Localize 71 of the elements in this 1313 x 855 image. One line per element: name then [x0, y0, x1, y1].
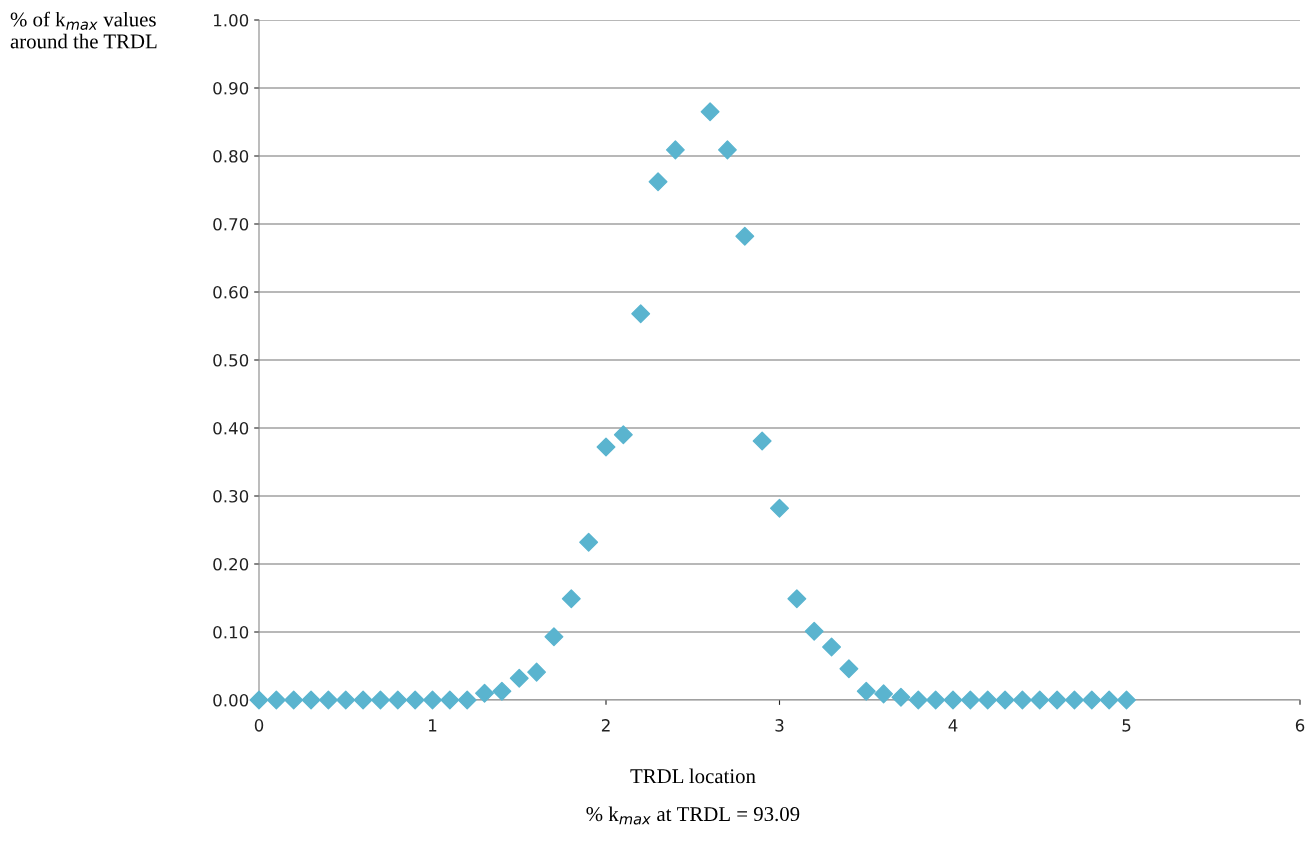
- point: [631, 304, 651, 324]
- y-tick-label: 1.00: [214, 13, 249, 27]
- point: [960, 690, 980, 710]
- point: [700, 102, 720, 122]
- point: [336, 690, 356, 710]
- x-tick-label: 6: [1295, 719, 1305, 732]
- point: [891, 687, 911, 707]
- point: [735, 226, 755, 246]
- point: [804, 621, 824, 641]
- x-tick-label: 1: [429, 719, 437, 732]
- point: [908, 690, 928, 710]
- y-tick-label: 0.50: [213, 353, 249, 367]
- point: [613, 425, 633, 445]
- point: [770, 498, 789, 518]
- y-tick-label: 0.10: [213, 625, 249, 639]
- point: [527, 662, 547, 682]
- point: [370, 690, 390, 710]
- point: [544, 627, 564, 647]
- point: [787, 589, 807, 609]
- point: [301, 690, 321, 710]
- y-tick-label: 0.80: [213, 149, 249, 163]
- x-axis-title: TRDL location: [630, 768, 756, 784]
- x-tick-label: 2: [601, 719, 610, 732]
- x-tick-label: 0: [254, 719, 264, 732]
- text: % k$_{max}$ at TRDL = 93.09: [586, 806, 800, 825]
- point: [388, 690, 408, 710]
- point: [839, 659, 859, 679]
- point: [822, 637, 842, 657]
- y-tick-label: 0.90: [213, 81, 249, 95]
- point: [423, 690, 442, 710]
- point: [717, 140, 737, 160]
- point: [752, 431, 772, 451]
- point: [475, 683, 495, 703]
- point: [405, 690, 425, 710]
- y-tick-label: 0.30: [213, 489, 249, 503]
- point: [926, 690, 946, 710]
- point: [856, 681, 876, 701]
- point: [509, 668, 529, 688]
- point: [249, 690, 269, 710]
- point: [648, 172, 668, 192]
- point: [874, 684, 894, 704]
- x-tick-label: 5: [1122, 719, 1131, 732]
- point: [1012, 690, 1032, 710]
- point: [266, 690, 286, 710]
- point: [318, 690, 338, 710]
- point: [995, 690, 1015, 710]
- point: [665, 140, 685, 160]
- point: [1117, 690, 1136, 710]
- point: [561, 589, 581, 609]
- point: [978, 690, 998, 710]
- x-tick-label: 4: [948, 719, 958, 732]
- x-tick-label: 3: [775, 719, 784, 732]
- point: [284, 690, 304, 710]
- y-tick-label: 0.20: [213, 557, 249, 571]
- point: [1082, 690, 1102, 710]
- point: [492, 681, 512, 701]
- y-tick-label: 0.00: [213, 693, 249, 707]
- point: [1030, 690, 1050, 710]
- y-tick-label: 0.60: [213, 285, 249, 299]
- y-axis-title: % of k$_{max}$ values around the TRDL: [10, 11, 157, 49]
- point: [1047, 690, 1067, 710]
- point: [1064, 690, 1084, 710]
- point: [579, 532, 599, 552]
- point: [1099, 690, 1119, 710]
- point: [440, 690, 460, 710]
- point: [353, 690, 373, 710]
- y-tick-label: 0.40: [213, 421, 249, 435]
- y-tick-label: 0.70: [213, 217, 249, 231]
- point: [596, 437, 616, 457]
- point: [943, 690, 963, 710]
- point: [457, 690, 477, 710]
